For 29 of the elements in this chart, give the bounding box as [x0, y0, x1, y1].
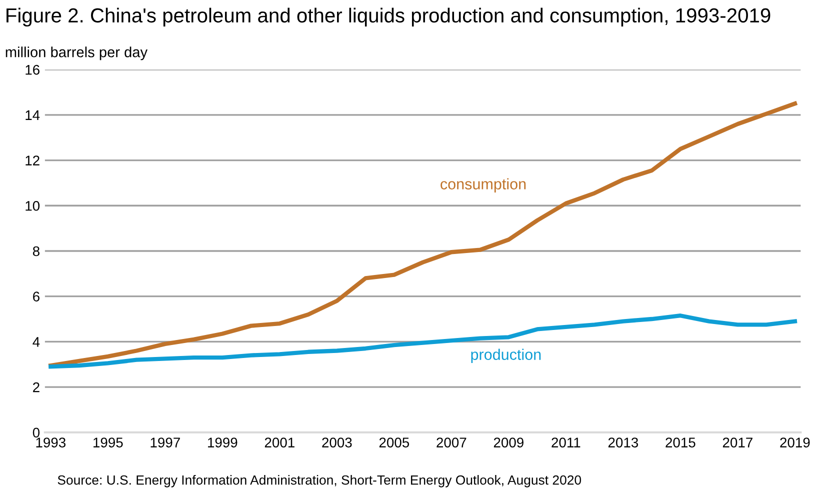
y-tick-label: 0	[32, 428, 40, 438]
y-tick-label: 4	[32, 337, 40, 347]
y-tick-label: 2	[33, 382, 40, 392]
y-tick-label: 14	[26, 110, 40, 120]
y-tick-label: 16	[26, 64, 40, 75]
y-tick-label: 8	[32, 246, 40, 256]
y-tick-label: 6	[33, 292, 40, 302]
x-tick-label: 1997	[150, 438, 180, 448]
y-axis-title: million barrels per day	[6, 46, 148, 60]
x-tick-label: 1995	[94, 438, 123, 448]
x-tick-label: 2019	[780, 438, 810, 448]
line-series	[48, 314, 798, 369]
x-tick-label: 2005	[379, 438, 410, 448]
x-tick-label: 2017	[722, 438, 752, 448]
x-tick-label: 2015	[666, 438, 696, 448]
y-tick-label: 12	[26, 156, 40, 166]
x-tick-label: 2001	[264, 438, 294, 448]
y-tick-label: 10	[26, 200, 40, 211]
x-tick-label: 2013	[608, 438, 638, 448]
x-tick-label: 2003	[322, 438, 352, 448]
x-tick-label: 1999	[208, 438, 238, 448]
x-tick-label: 2011	[552, 438, 580, 448]
source-note: Source: U.S. Energy Information Administration, Short-Term Energy Outlook, August 2020	[58, 475, 582, 488]
series-label: consumption	[440, 178, 526, 192]
chart-title: Figure 2. China's petroleum and other liquids production and consumption, 1993-2019	[6, 8, 770, 27]
x-tick-label: 2009	[494, 438, 524, 448]
x-tick-label: 1993	[36, 438, 66, 448]
series-label: production	[471, 348, 541, 363]
x-tick-label: 2007	[436, 438, 466, 448]
